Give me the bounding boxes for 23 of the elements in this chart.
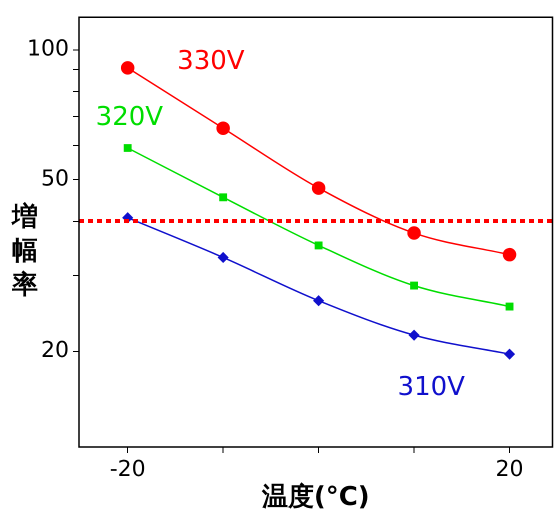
point [216,121,230,135]
point [219,193,228,202]
x-axis-title: 温度(°C) [260,482,370,512]
point [502,248,516,262]
point [504,348,515,360]
y-tick-label: 100 [27,36,69,62]
series-label: 310V [398,372,466,402]
y-tick-label: 50 [41,166,69,192]
series-label: 330V [177,46,245,76]
point [410,282,418,290]
x-tick-label: -20 [110,456,146,482]
point [407,226,421,240]
point [312,181,326,195]
point [313,295,324,306]
point [408,330,420,340]
series-label: 320V [96,102,164,132]
y-axis-title: 増幅率 [10,201,39,302]
point [120,61,134,75]
point [124,144,132,152]
point [314,241,323,250]
y-tick-label: 20 [41,338,69,364]
point [506,302,514,310]
point [218,252,228,263]
